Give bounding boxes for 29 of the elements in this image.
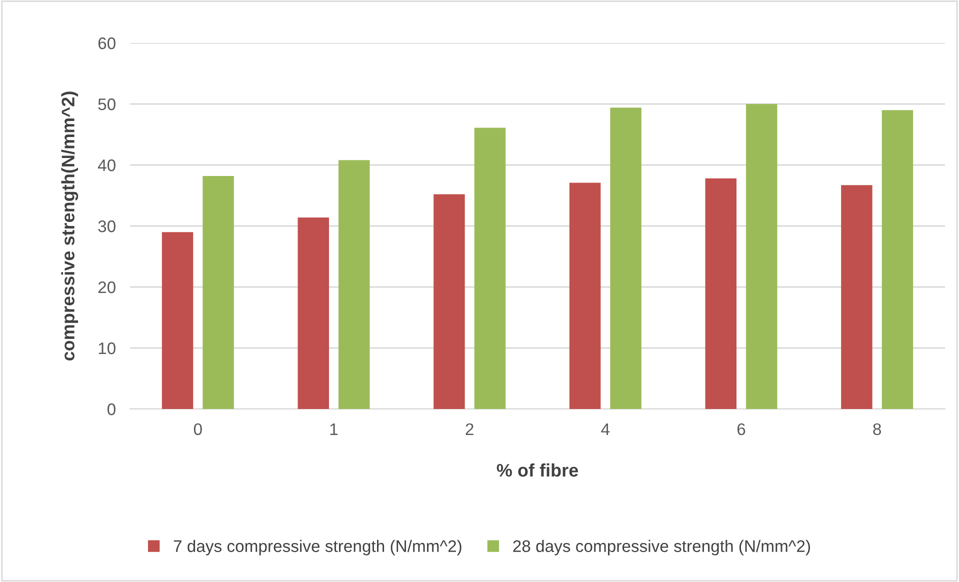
bar (474, 128, 506, 409)
x-tick-label: 4 (601, 424, 610, 435)
bar (882, 110, 914, 409)
y-tick-label: 20 (98, 281, 116, 294)
y-axis-title: compressive strength(N/mm^2) (61, 92, 78, 360)
x-tick-label: 6 (737, 423, 746, 436)
bar (298, 217, 329, 409)
y-tick-label: 50 (98, 98, 116, 110)
bar (434, 194, 465, 409)
x-tick-label: 8 (873, 423, 881, 436)
y-tick-label: 0 (107, 403, 116, 416)
bar (338, 160, 370, 409)
legend-label: 7 days compressive strength (N/mm^2) (174, 540, 462, 556)
x-tick-label: 0 (194, 423, 202, 436)
x-axis-title: % of fibre (496, 463, 578, 477)
bar (569, 182, 601, 409)
bar (705, 178, 736, 409)
x-tick-label: 2 (466, 423, 474, 435)
y-tick-label: 10 (98, 342, 116, 354)
x-tick-label: 1 (330, 424, 338, 435)
y-tick-label: 60 (98, 37, 116, 50)
bar (162, 232, 194, 409)
y-tick-label: 40 (98, 159, 116, 172)
bar (202, 176, 234, 409)
y-tick-label: 30 (98, 220, 116, 232)
bar (746, 104, 778, 409)
legend-label: 28 days compressive strength (N/mm^2) (513, 540, 810, 556)
bar (610, 108, 642, 409)
bar (841, 185, 872, 409)
